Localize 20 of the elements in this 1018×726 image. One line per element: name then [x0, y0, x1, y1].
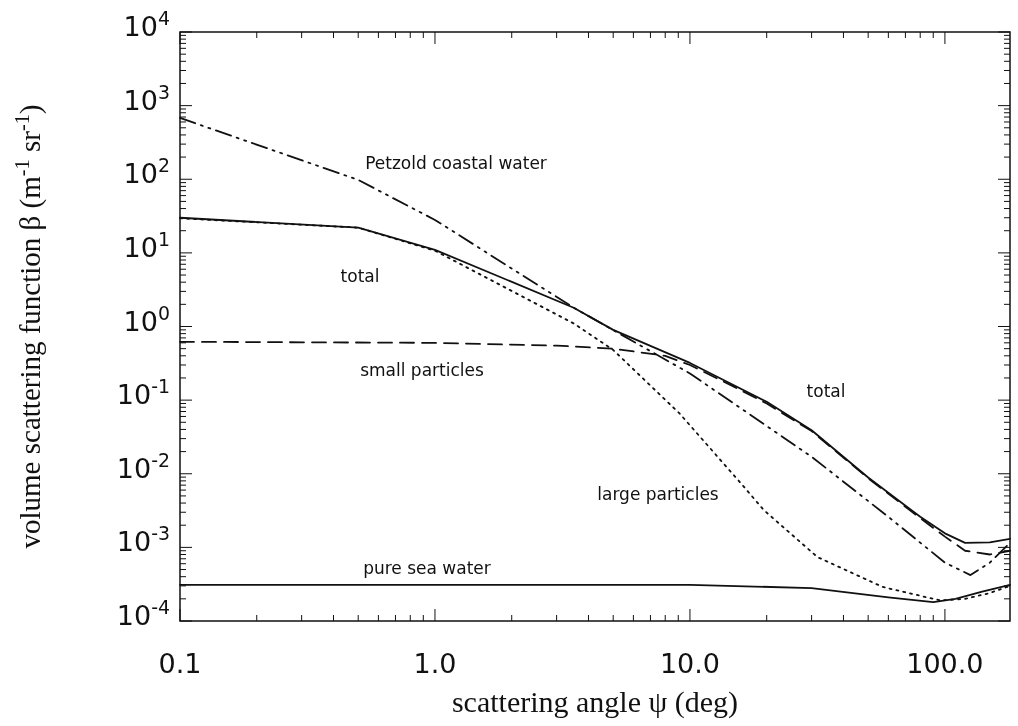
- x-tick-label: 10.0: [659, 648, 720, 679]
- y-tick-label: 10$^{-3}$: [116, 522, 170, 558]
- x-tick-label: 0.1: [158, 648, 202, 679]
- y-tick-label: 10$^{4}$: [123, 7, 170, 42]
- series-label: pure sea water: [363, 557, 491, 578]
- x-tick-label: 1.0: [413, 648, 457, 679]
- series-label: Petzold coastal water: [365, 152, 547, 173]
- y-tick-label: 10$^{-4}$: [116, 596, 170, 631]
- series-label: total: [340, 265, 380, 286]
- x-axis-title: scattering angle ψ (deg): [451, 685, 739, 719]
- series-label: small particles: [360, 359, 484, 380]
- x-tick-label: 100.0: [906, 648, 984, 679]
- y-tick-label: 10$^{-1}$: [116, 375, 170, 411]
- y-tick-label: 10$^{0}$: [123, 301, 170, 337]
- y-tick-label: 10$^{1}$: [123, 227, 170, 263]
- y-tick-label: 10$^{3}$: [123, 80, 170, 116]
- series-label: large particles: [597, 483, 719, 504]
- y-tick-label: 10$^{-2}$: [116, 448, 170, 484]
- y-tick-label: 10$^{2}$: [123, 154, 170, 190]
- annotation: total: [806, 380, 846, 401]
